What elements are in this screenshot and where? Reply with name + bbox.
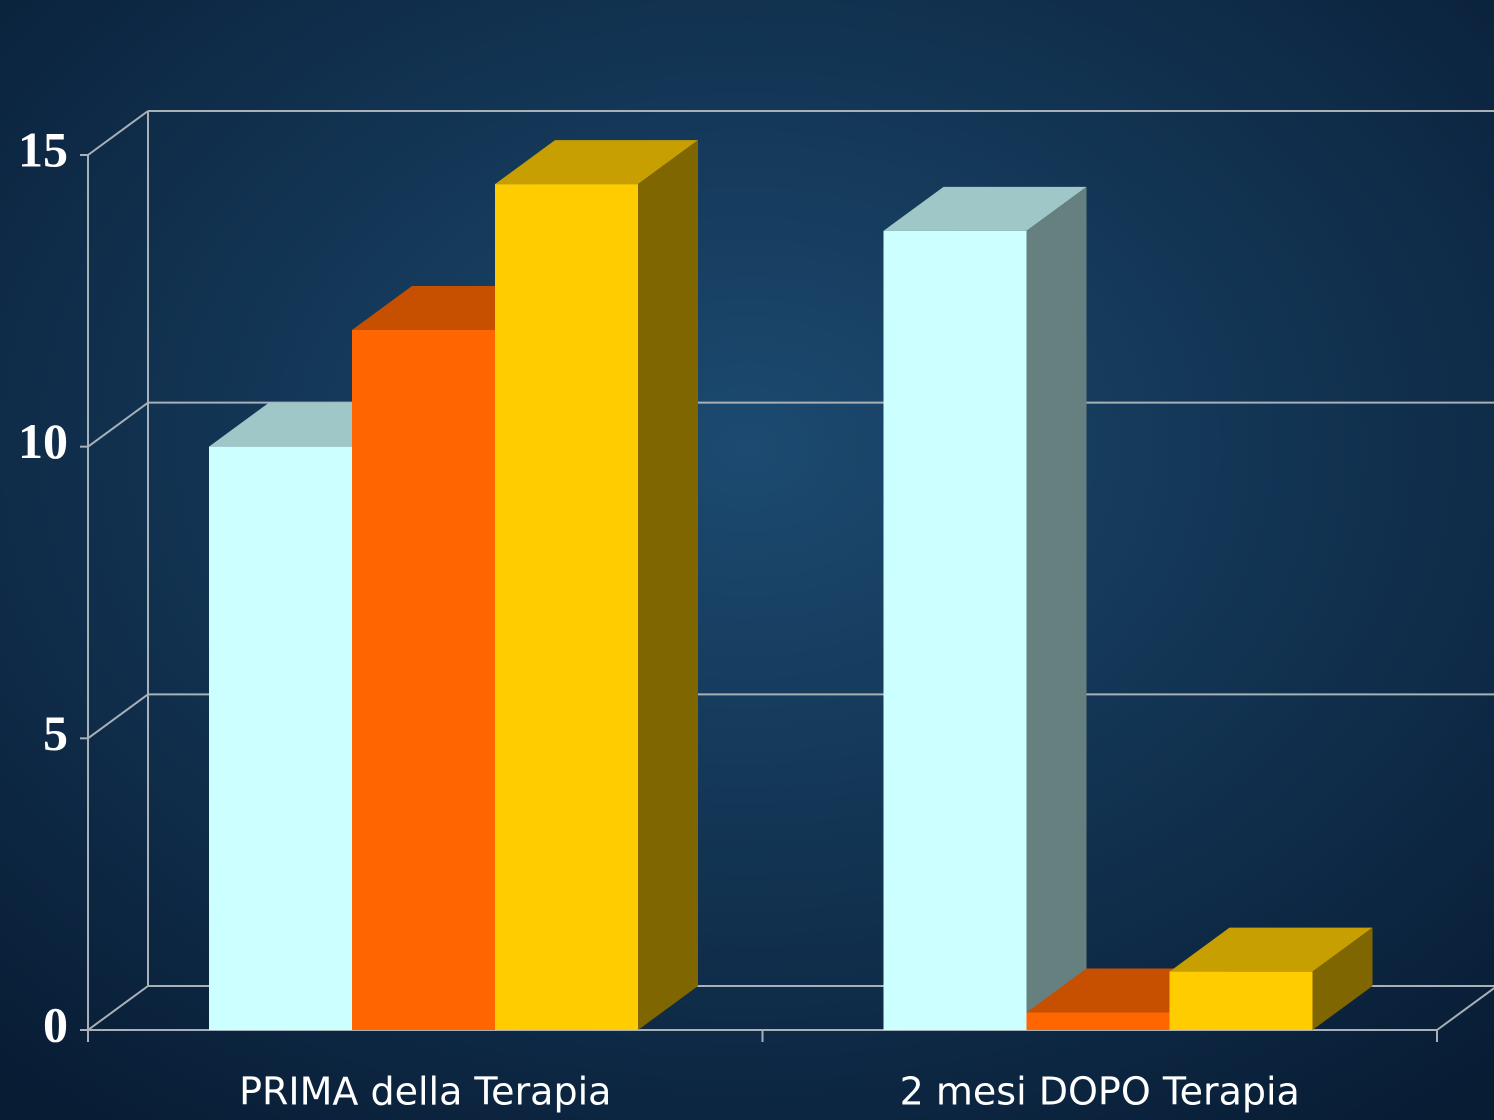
bar-side (638, 140, 698, 1030)
y-tick-label: 5 (43, 705, 68, 761)
bar-top (1169, 927, 1373, 972)
bar (1169, 927, 1373, 1030)
bar-side (1312, 927, 1373, 1030)
grid-line (87, 110, 149, 156)
y-tick-label: 10 (18, 413, 68, 469)
bar-front (352, 330, 495, 1030)
bar-side (1026, 186, 1087, 1031)
bar-top (495, 140, 698, 185)
y-tick-label: 15 (18, 121, 68, 177)
grid-line (87, 401, 149, 448)
bar-front (1026, 1012, 1170, 1030)
bar-front (209, 446, 352, 1031)
x-tick-label: PRIMA della Terapia (239, 1070, 611, 1114)
bar-top (883, 186, 1087, 231)
bar-front (495, 184, 638, 1030)
grid-line (87, 985, 149, 1031)
axis-line (1436, 986, 1494, 1031)
grid-line (87, 693, 149, 740)
bar-front (1169, 971, 1313, 1030)
x-tick-label: 2 mesi DOPO Terapia (900, 1070, 1300, 1114)
bar (495, 140, 698, 1030)
bar (883, 186, 1087, 1031)
bar-front (883, 230, 1027, 1031)
y-tick-label: 0 (43, 996, 68, 1052)
